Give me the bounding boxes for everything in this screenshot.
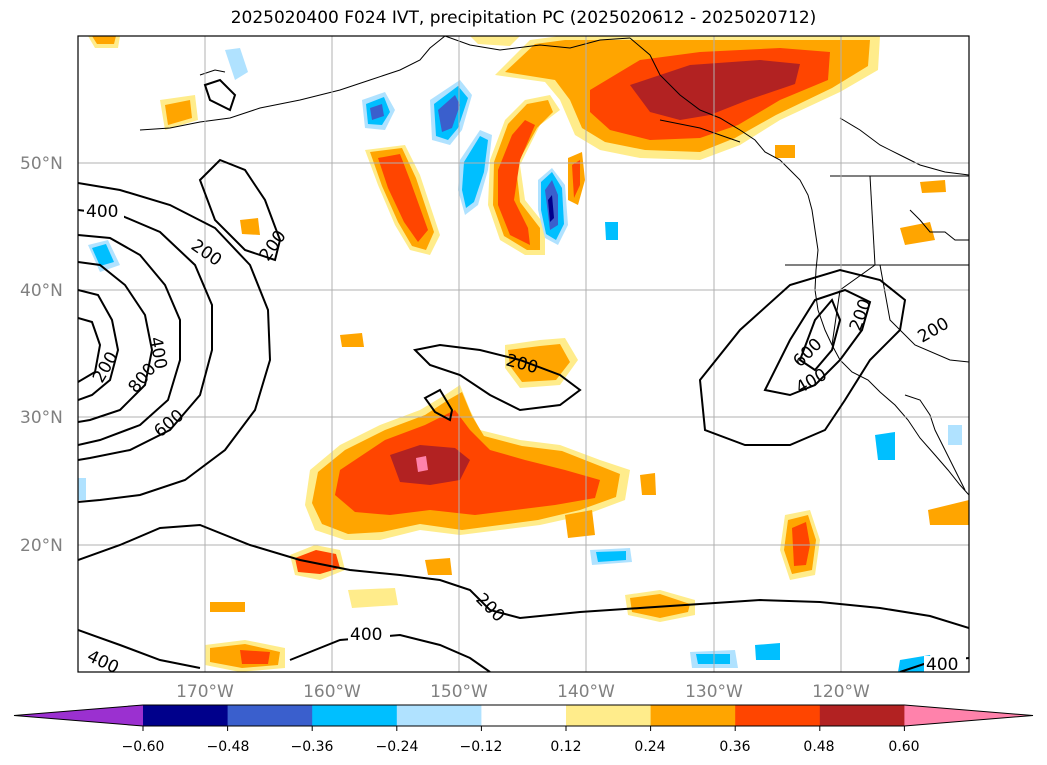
map-frame — [77, 35, 970, 673]
colorbar-segment — [481, 705, 567, 726]
colorbar-segment — [143, 705, 229, 726]
colorbar-tick-label: 0.48 — [803, 739, 834, 755]
lat-tick-label: 50°N — [20, 154, 63, 174]
latitude-labels: 50°N 40°N 30°N 20°N — [20, 154, 63, 556]
colorbar-tick-label: −0.12 — [460, 739, 503, 755]
lon-tick-label: 150°W — [430, 682, 488, 702]
colorbar-labels: −0.60 −0.48 −0.36 −0.24 −0.12 0.12 0.24 … — [122, 739, 920, 755]
colorbar-tick-label: −0.24 — [376, 739, 419, 755]
lon-tick-label: 130°W — [685, 682, 743, 702]
colorbar — [13, 704, 1034, 731]
colorbar-tick-label: −0.48 — [207, 739, 250, 755]
precip-positive-shading — [88, 36, 969, 672]
colorbar-extend-left — [14, 705, 143, 726]
map-panel: 400 200 200 400 200 800 600 200 200 600 … — [78, 36, 969, 675]
colorbar-tick-label: −0.36 — [291, 739, 334, 755]
ivt-contours — [78, 78, 969, 672]
colorbar-extend-right — [904, 705, 1033, 726]
contour-label: 400 — [86, 202, 118, 222]
lon-tick-label: 160°W — [303, 682, 361, 702]
contour-label: 400 — [926, 655, 958, 675]
lat-tick-label: 40°N — [20, 281, 63, 301]
lon-tick-label: 170°W — [176, 682, 234, 702]
map-title: 2025020400 F024 IVT, precipitation PC (2… — [230, 8, 817, 28]
lat-tick-label: 20°N — [20, 536, 63, 556]
colorbar-segment — [735, 705, 821, 726]
colorbar-segment — [566, 705, 652, 726]
contour-label: 400 — [350, 625, 382, 645]
colorbar-tick-label: 0.24 — [634, 739, 665, 755]
gridlines — [78, 36, 969, 672]
lon-tick-label: 140°W — [557, 682, 615, 702]
colorbar-tick-label: 0.36 — [719, 739, 750, 755]
longitude-labels: 170°W 160°W 150°W 140°W 130°W 120°W — [176, 682, 870, 702]
lon-tick-label: 120°W — [812, 682, 870, 702]
colorbar-tick-label: −0.60 — [122, 739, 165, 755]
colorbar-tick-label: 0.12 — [550, 739, 581, 755]
colorbar-segment — [650, 705, 736, 726]
colorbar-segment — [396, 705, 482, 726]
colorbar-tick-label: 0.60 — [888, 739, 919, 755]
lat-tick-label: 30°N — [20, 408, 63, 428]
colorbar-segment — [227, 705, 313, 726]
colorbar-segment — [819, 705, 905, 726]
colorbar-segment — [312, 705, 398, 726]
